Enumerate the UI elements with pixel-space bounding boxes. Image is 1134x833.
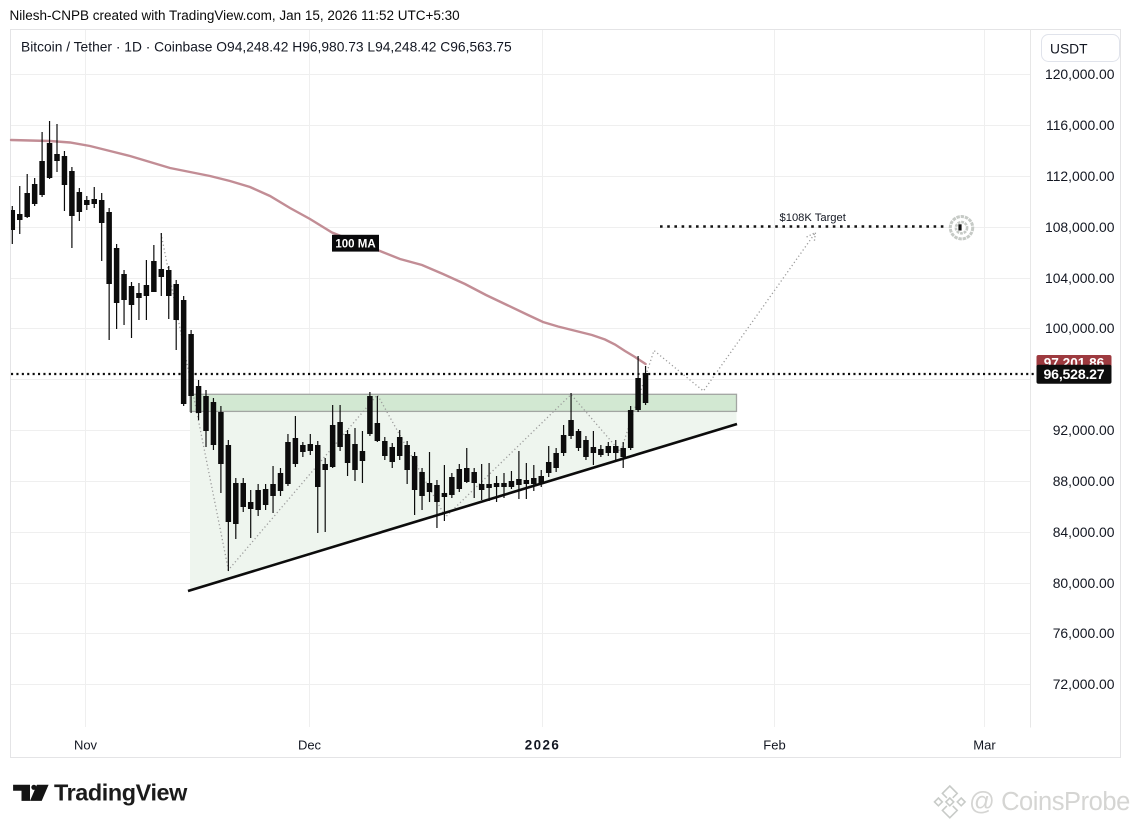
svg-text:Nilesh-CNPB created with Tradi: Nilesh-CNPB created with TradingView.com… (10, 8, 460, 23)
svg-text:$108K Target: $108K Target (780, 212, 847, 224)
svg-text:Dec: Dec (298, 737, 322, 752)
svg-text:112,000.00: 112,000.00 (1046, 168, 1115, 184)
svg-text:Bitcoin / Tether · 1D · Coinba: Bitcoin / Tether · 1D · Coinbase O94,248… (21, 39, 512, 54)
svg-text:Nov: Nov (74, 737, 98, 752)
svg-text:116,000.00: 116,000.00 (1046, 117, 1115, 133)
svg-text:2026: 2026 (525, 737, 560, 752)
svg-text:Feb: Feb (763, 737, 785, 752)
svg-text:100,000.00: 100,000.00 (1045, 320, 1115, 336)
svg-text:76,000.00: 76,000.00 (1053, 625, 1115, 641)
svg-text:108,000.00: 108,000.00 (1045, 219, 1115, 235)
svg-text:100 MA: 100 MA (335, 239, 375, 251)
svg-text:120,000.00: 120,000.00 (1045, 66, 1115, 82)
svg-text:80,000.00: 80,000.00 (1053, 575, 1115, 591)
svg-text:72,000.00: 72,000.00 (1053, 676, 1115, 692)
svg-text:104,000.00: 104,000.00 (1045, 270, 1115, 286)
svg-text:88,000.00: 88,000.00 (1053, 473, 1115, 489)
svg-text:USDT: USDT (1050, 41, 1088, 56)
svg-text:@ CoinsProbe: @ CoinsProbe (969, 788, 1130, 816)
svg-text:Mar: Mar (973, 737, 996, 752)
svg-text:96,528.27: 96,528.27 (1044, 366, 1105, 382)
svg-text:TradingView: TradingView (54, 780, 188, 806)
svg-text:92,000.00: 92,000.00 (1053, 422, 1115, 438)
svg-text:84,000.00: 84,000.00 (1053, 524, 1115, 540)
